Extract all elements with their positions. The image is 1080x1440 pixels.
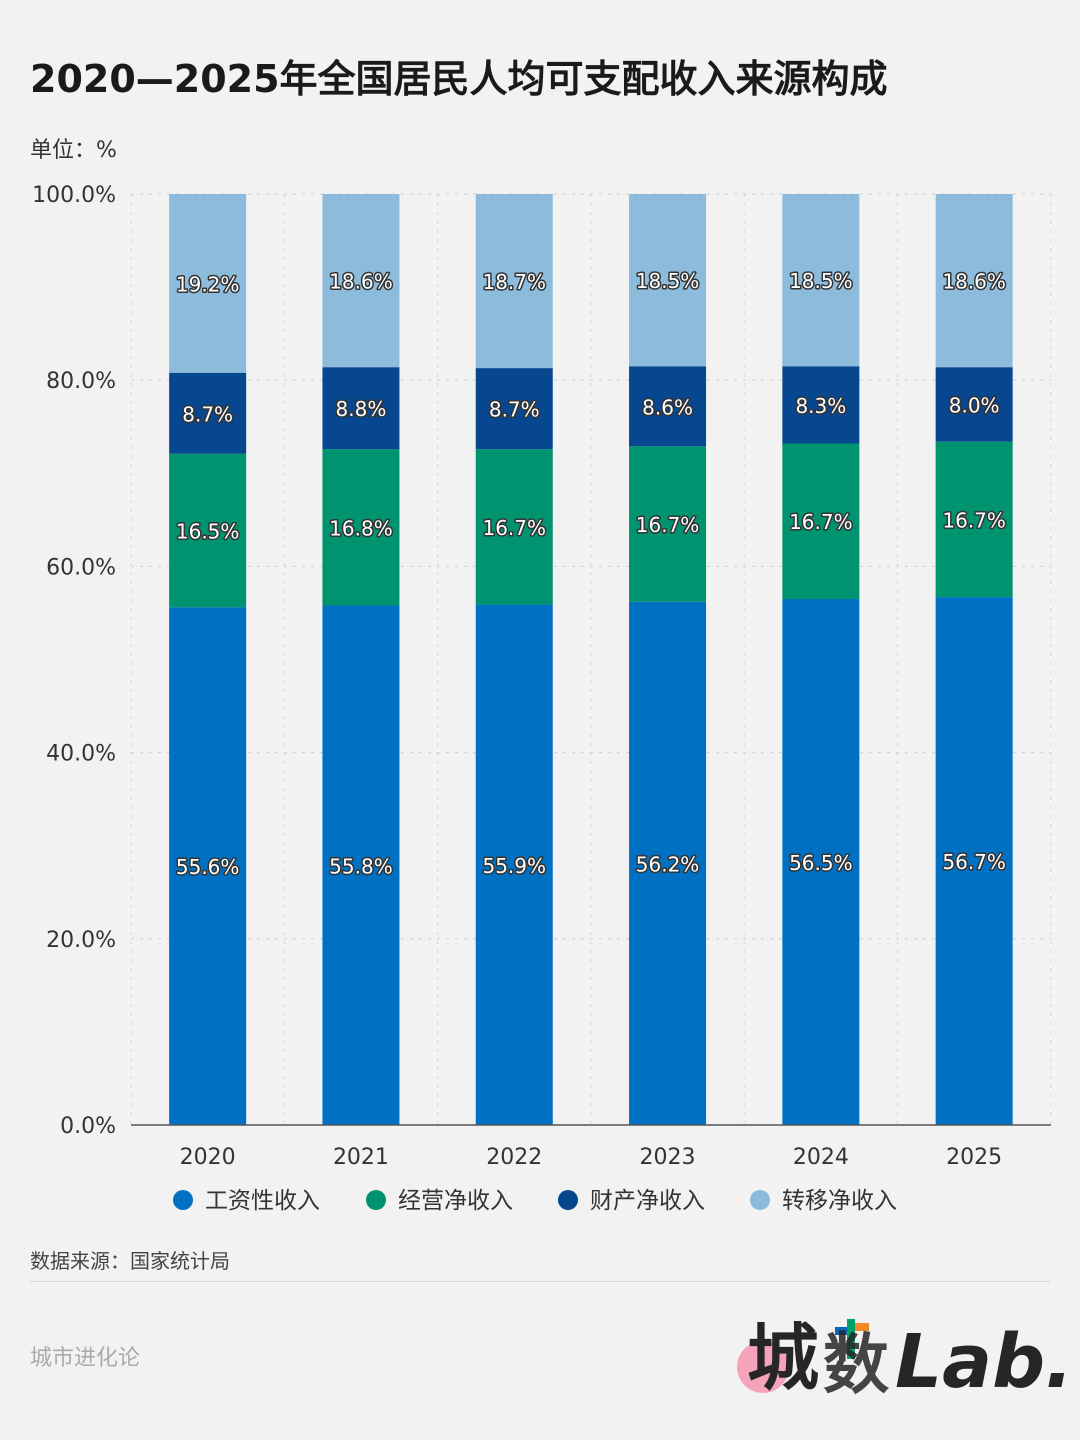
data-label: 56.2%: [636, 852, 700, 876]
y-tick-label: 100.0%: [32, 183, 116, 208]
data-label: 56.7%: [942, 850, 1006, 874]
data-label: 16.7%: [789, 510, 853, 534]
x-tick-label: 2022: [486, 1145, 542, 1170]
bar-segment: [629, 366, 707, 447]
y-tick-label: 80.0%: [46, 369, 116, 394]
legend-marker: [173, 1190, 193, 1210]
data-label: 16.7%: [636, 513, 700, 537]
data-label: 8.3%: [795, 394, 846, 418]
bar-segment: [629, 194, 707, 367]
x-tick-label: 2024: [793, 1145, 849, 1170]
data-label: 18.6%: [329, 270, 393, 294]
bar-segment: [935, 194, 1013, 368]
data-label: 18.6%: [942, 270, 1006, 294]
legend-label: 经营净收入: [398, 1188, 513, 1214]
legend-label: 转移净收入: [782, 1188, 897, 1214]
bar-segment: [322, 605, 400, 1125]
chart-title: 2020—2025年全国居民人均可支配收入来源构成: [30, 57, 888, 101]
data-label: 18.5%: [636, 269, 700, 293]
x-tick-label: 2023: [640, 1145, 696, 1170]
bar-segment: [169, 607, 247, 1125]
bar-segment: [629, 601, 707, 1125]
data-label: 55.9%: [482, 854, 546, 878]
bar-segment: [782, 443, 860, 599]
bar-segment: [475, 368, 553, 450]
stacked-bar-chart: 0.0% 20.0% 40.0% 60.0% 80.0% 100.0% 55.6% 16.5%…: [32, 183, 1052, 1214]
y-tick-label: 60.0%: [46, 555, 116, 580]
legend-marker: [366, 1190, 386, 1210]
x-tick-label: 2020: [180, 1145, 236, 1170]
data-label: 16.7%: [942, 508, 1006, 532]
bar-segment: [322, 194, 400, 368]
data-source: 数据来源：国家统计局: [30, 1249, 230, 1273]
brand-logo: 城 数 Lab.: [737, 1316, 1065, 1405]
data-label: 55.6%: [176, 855, 240, 879]
legend-label: 财产净收入: [590, 1188, 705, 1214]
svg-text:城: 城: [747, 1316, 819, 1400]
x-tick-label: 2021: [333, 1145, 389, 1170]
data-label: 16.5%: [176, 520, 240, 544]
bar-segment: [629, 446, 707, 602]
y-tick-label: 40.0%: [46, 742, 116, 767]
legend-marker: [558, 1190, 578, 1210]
legend-label: 工资性收入: [205, 1188, 320, 1214]
bar-segment: [782, 366, 860, 444]
data-label: 56.5%: [789, 851, 853, 875]
bar-segment: [935, 441, 1013, 598]
data-label: 19.2%: [176, 272, 240, 296]
bar-segment: [169, 372, 247, 454]
y-tick-label: 20.0%: [46, 928, 116, 953]
data-label: 16.8%: [329, 516, 393, 540]
bar-segment: [475, 604, 553, 1125]
svg-text:数: 数: [823, 1326, 889, 1403]
data-label: 8.7%: [489, 398, 540, 422]
x-tick-label: 2025: [946, 1145, 1002, 1170]
unit-label: 单位：%: [30, 138, 117, 163]
data-label: 18.5%: [789, 269, 853, 293]
data-label: 8.6%: [642, 395, 693, 419]
bar-segment: [935, 597, 1013, 1125]
bar-segment: [169, 453, 247, 608]
y-tick-label: 0.0%: [60, 1114, 116, 1139]
data-label: 55.8%: [329, 854, 393, 878]
data-label: 18.7%: [482, 270, 546, 294]
data-label: 16.7%: [482, 516, 546, 540]
bar-segment: [475, 449, 553, 605]
bar-segment: [322, 367, 400, 450]
bar-segment: [322, 449, 400, 606]
bar-segment: [169, 194, 247, 373]
svg-text:Lab.: Lab.: [895, 1319, 1065, 1405]
bar-segment: [475, 194, 553, 369]
bar-segment: [935, 367, 1013, 442]
bar-segment: [782, 598, 860, 1125]
data-label: 8.7%: [182, 402, 233, 426]
divider: [30, 1281, 1050, 1282]
data-label: 8.0%: [949, 393, 1000, 417]
data-label: 8.8%: [336, 397, 387, 421]
author-name: 城市进化论: [30, 1346, 141, 1371]
legend-marker: [750, 1190, 770, 1210]
bar-segment: [782, 194, 860, 367]
